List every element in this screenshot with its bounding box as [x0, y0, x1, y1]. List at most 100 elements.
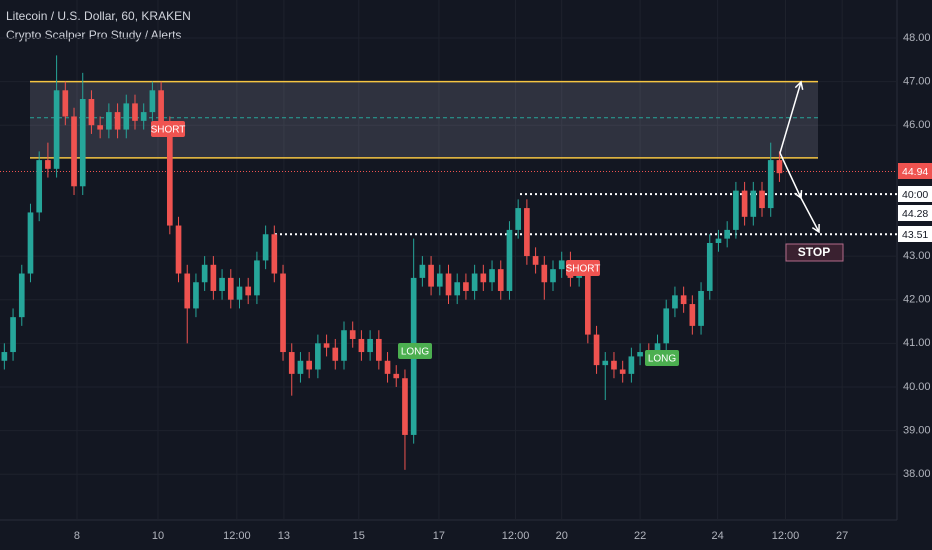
candle-body	[454, 282, 461, 296]
candle-body	[280, 273, 286, 353]
candle-body	[611, 360, 617, 370]
candle-body	[515, 208, 522, 230]
candle-body	[524, 208, 530, 257]
candle-body	[741, 190, 748, 217]
candle-body	[654, 343, 661, 357]
candle-body	[767, 160, 774, 209]
candle-body	[715, 238, 722, 243]
candle-body	[332, 347, 339, 361]
candle-body	[123, 103, 130, 130]
price-tag	[898, 163, 932, 179]
candle-body	[236, 286, 243, 300]
arrow-head	[811, 223, 820, 234]
candle-body	[628, 356, 635, 374]
candle-body	[27, 212, 34, 274]
candle-body	[262, 234, 269, 261]
candle-body	[36, 160, 43, 213]
candle-body	[706, 242, 713, 291]
candle-body	[733, 190, 739, 230]
candle-body	[776, 160, 783, 174]
candle-body	[288, 352, 295, 374]
candle-body	[149, 90, 156, 113]
candle-body	[680, 295, 687, 305]
candle-body	[245, 286, 252, 296]
x-tick-label: 20	[556, 530, 568, 542]
y-tick-label: 48.00	[903, 32, 931, 44]
candle-body	[393, 373, 400, 379]
candle-body	[428, 264, 434, 287]
candle-body	[175, 225, 182, 274]
candle-body	[375, 338, 382, 361]
candle-body	[349, 330, 356, 339]
candle-body	[759, 190, 765, 209]
candle-body	[184, 273, 191, 309]
x-tick-label: 15	[353, 530, 365, 542]
x-tick-label: 10	[152, 530, 164, 542]
candle-body	[315, 343, 321, 370]
candle-body	[689, 304, 696, 326]
candle-body	[201, 264, 208, 283]
x-tick-label: 8	[74, 530, 80, 542]
candle-body	[750, 190, 757, 217]
candle-body	[445, 273, 452, 296]
candle-body	[114, 112, 121, 130]
candle-body	[254, 260, 260, 296]
arrow-head	[794, 80, 804, 90]
candle-body	[663, 308, 670, 344]
candle-body	[480, 273, 487, 283]
candle-body	[1, 352, 8, 361]
candle-body	[541, 264, 548, 283]
y-tick-label: 38.00	[903, 468, 931, 480]
candle-body	[79, 99, 86, 187]
y-tick-label: 47.00	[903, 75, 931, 87]
x-tick-label: 17	[433, 530, 445, 542]
arrow	[779, 152, 802, 199]
candle-body	[532, 256, 539, 265]
candle-body	[88, 99, 95, 126]
candle-body	[358, 338, 365, 353]
y-tick-label: 42.00	[903, 294, 931, 306]
y-tick-label: 40.00	[903, 381, 931, 393]
candle-body	[53, 90, 60, 169]
y-tick-label: 43.00	[903, 250, 931, 262]
price-tag-label: 44.28	[902, 208, 928, 220]
arrow	[779, 81, 802, 154]
signal-box	[151, 121, 185, 137]
candle-body	[619, 369, 626, 374]
candle-body	[45, 160, 51, 169]
price-tag-label: 43.51	[902, 229, 928, 241]
candle-body	[637, 352, 643, 357]
signal-label: SHORT	[151, 125, 186, 136]
candle-body	[672, 295, 678, 309]
chart-subtitle: Crypto Scalper Pro Study / Alerts	[6, 28, 181, 42]
price-tag	[898, 226, 932, 242]
x-tick-label: 12:00	[502, 530, 530, 542]
candle-body	[193, 282, 199, 309]
chart-title: Litecoin / U.S. Dollar, 60, KRAKEN	[6, 9, 191, 23]
candle-body	[166, 125, 173, 226]
x-tick-label: 24	[711, 530, 723, 542]
signal-box	[566, 260, 600, 276]
price-tag-label: 44.94	[902, 166, 928, 178]
candle-body	[132, 103, 138, 121]
signal-label: SHORT	[566, 264, 601, 275]
candle-body	[463, 282, 469, 291]
candle-body	[489, 269, 495, 283]
candle-body	[550, 269, 556, 283]
signal-box	[645, 350, 679, 366]
candle-body	[506, 229, 513, 291]
candle-body	[471, 273, 478, 291]
x-tick-label: 13	[278, 530, 290, 542]
x-tick-label: 12:00	[772, 530, 800, 542]
candle-body	[219, 277, 225, 291]
signal-label: LONG	[648, 354, 677, 365]
stop-label: STOP	[798, 245, 830, 259]
y-tick-label: 39.00	[903, 424, 931, 436]
candle-body	[297, 360, 304, 374]
x-tick-label: 12:00	[223, 530, 251, 542]
stop-box	[785, 243, 844, 262]
candle-body	[210, 264, 217, 291]
price-tag	[898, 205, 932, 221]
candle-body	[271, 234, 278, 274]
